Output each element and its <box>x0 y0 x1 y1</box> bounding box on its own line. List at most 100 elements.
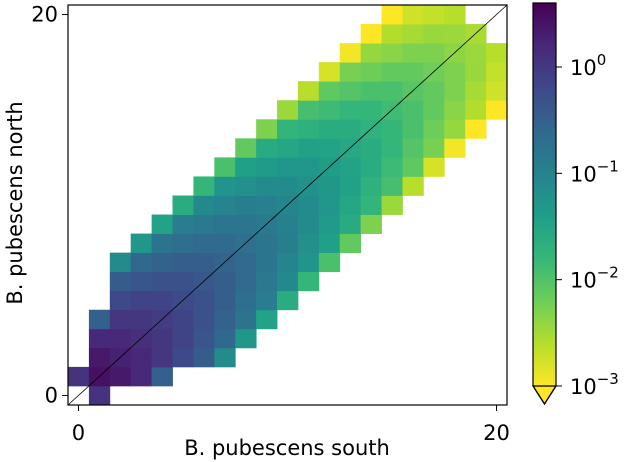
heatmap-cell <box>172 328 194 349</box>
heatmap-cell <box>256 176 278 196</box>
heatmap-cell <box>235 309 257 330</box>
heatmap-cell <box>360 195 382 215</box>
heatmap-cell <box>297 138 320 158</box>
heatmap-cell <box>360 157 382 177</box>
colorbar-outline <box>532 2 557 406</box>
heatmap-cell <box>109 290 132 311</box>
colorbar-min-extension <box>531 385 558 406</box>
heatmap-cell <box>172 233 194 254</box>
heatmap-cell <box>402 100 424 120</box>
heatmap-cell <box>235 176 257 196</box>
heatmap-cell <box>256 119 278 139</box>
heatmap-cell <box>235 328 257 349</box>
heatmap-cell <box>360 81 382 101</box>
heatmap-cell <box>277 290 299 311</box>
heatmap-cell <box>277 233 299 254</box>
heatmap-cell <box>235 252 257 273</box>
heatmap-cell <box>423 119 445 139</box>
heatmap-cell <box>193 176 215 196</box>
heatmap-cell <box>88 347 111 368</box>
heatmap-cell <box>235 138 257 158</box>
heatmap-cell <box>444 62 466 82</box>
heatmap-cell <box>318 100 341 120</box>
heatmap-cell <box>256 252 278 273</box>
heatmap-cell <box>297 233 320 254</box>
heatmap-cell <box>297 271 320 292</box>
heatmap-cell <box>151 328 173 349</box>
heatmap-cell <box>381 81 403 101</box>
heatmap-cell <box>109 309 132 330</box>
heatmap-cell <box>277 271 299 292</box>
heatmap-cell <box>214 271 236 292</box>
heatmap-cell <box>214 233 236 254</box>
heatmap-cell <box>402 157 424 177</box>
heatmap-cell <box>172 271 194 292</box>
heatmap-cell <box>486 81 508 101</box>
heatmap-cell <box>402 119 424 139</box>
heatmap-cell <box>381 24 403 44</box>
heatmap-cell <box>297 100 320 120</box>
heatmap-cell <box>214 347 236 368</box>
heatmap-cell <box>235 271 257 292</box>
heatmap-cell <box>256 271 278 292</box>
heatmap-cell <box>339 233 362 254</box>
heatmap-cell <box>423 5 445 25</box>
heatmap-cell <box>235 214 257 234</box>
heatmap-cell <box>360 214 382 234</box>
heatmap-cell <box>235 290 257 311</box>
heatmap-cell <box>193 290 215 311</box>
colorbar-ticks: 100 10−1 10−2 10−3 <box>556 51 619 399</box>
heatmap-cell <box>381 157 403 177</box>
heatmap-cell <box>360 138 382 158</box>
heatmap-cell <box>465 81 487 101</box>
x-tick-label: 0 <box>72 421 85 445</box>
heatmap-cell <box>486 62 508 82</box>
heatmap-cell <box>130 290 153 311</box>
heatmap-cell <box>381 119 403 139</box>
heatmap-cell <box>423 81 445 101</box>
heatmap-cell <box>277 119 299 139</box>
heatmap-cell <box>277 100 299 120</box>
heatmap-cell <box>423 138 445 158</box>
heatmap-cell <box>402 138 424 158</box>
colorbar-tick-label: 100 <box>570 51 606 80</box>
heatmap-cell <box>465 62 487 82</box>
colorbar-tick-label: 10−3 <box>570 370 619 399</box>
heatmap-cell <box>381 176 403 196</box>
heatmap-cell <box>172 309 194 330</box>
heatmap-cell <box>465 119 487 139</box>
heatmap-cell <box>68 366 90 387</box>
heatmap-cell <box>360 24 382 44</box>
x-axis-ticks: 0 20 <box>72 405 510 445</box>
heatmap-cell <box>402 62 424 82</box>
heatmap-cell <box>277 214 299 234</box>
heatmap-cell <box>381 195 403 215</box>
heatmap-cell <box>444 100 466 120</box>
heatmap-cell <box>130 233 153 254</box>
heatmap-cell <box>256 138 278 158</box>
heatmap-cell <box>339 157 362 177</box>
heatmap-cell <box>402 43 424 63</box>
heatmap-cell <box>486 43 508 63</box>
heatmap-cell <box>444 81 466 101</box>
heatmap-cell <box>277 138 299 158</box>
heatmap-cell <box>297 195 320 215</box>
heatmap-cell <box>88 385 111 406</box>
heatmap-cell <box>444 5 466 25</box>
heatmap-cell <box>151 290 173 311</box>
heatmap-cell <box>193 309 215 330</box>
heatmap-cell <box>151 347 173 368</box>
colorbar: 100 10−1 10−2 10−3 <box>531 2 619 406</box>
heatmap-cell <box>88 309 111 330</box>
heatmap-cell <box>193 347 215 368</box>
heatmap-cell <box>277 157 299 177</box>
heatmap-cell <box>297 119 320 139</box>
heatmap-cell <box>381 43 403 63</box>
heatmap-cell <box>193 214 215 234</box>
heatmap-cell <box>277 252 299 273</box>
colorbar-body <box>533 3 556 386</box>
heatmap-cell <box>465 100 487 120</box>
heatmap-cell <box>423 157 445 177</box>
heatmap-cell <box>318 81 341 101</box>
heatmap-cell <box>130 366 153 387</box>
